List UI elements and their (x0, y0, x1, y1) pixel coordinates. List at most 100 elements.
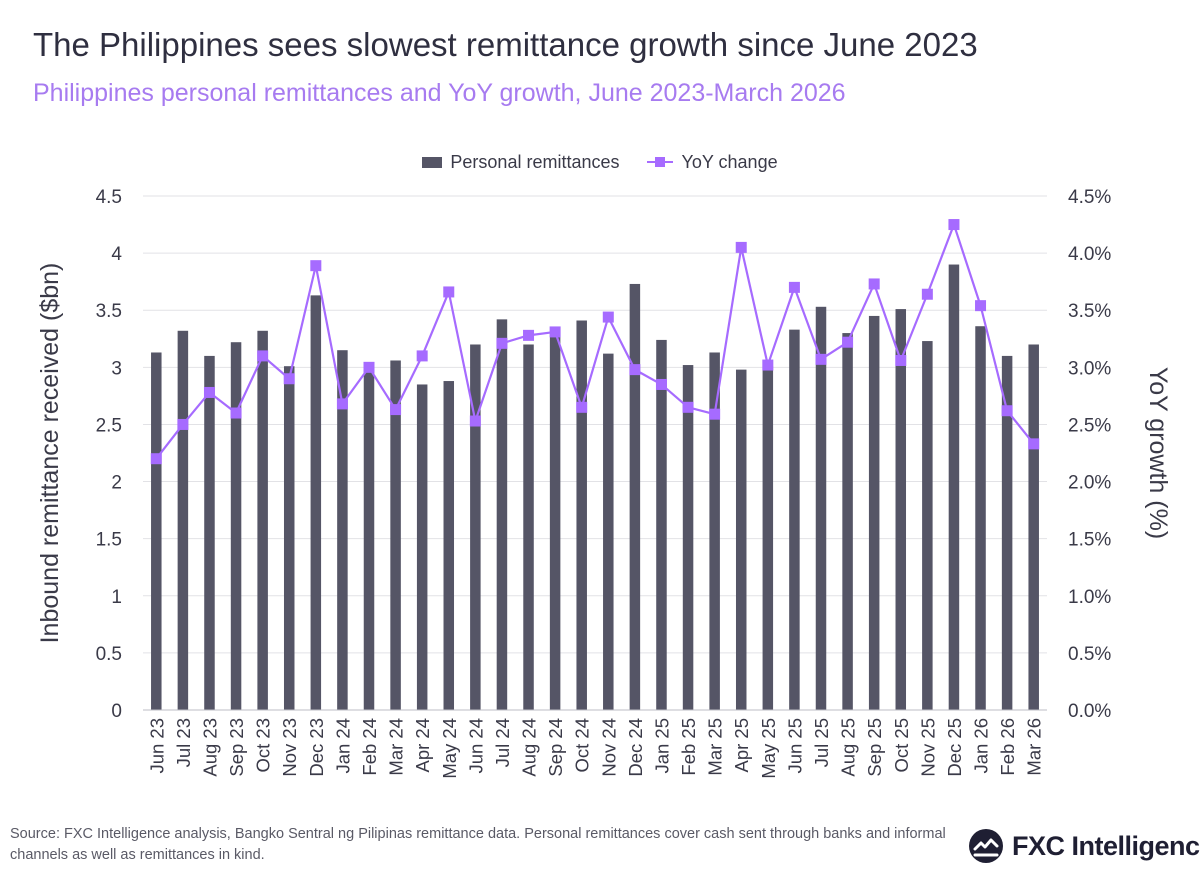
right-tick-label: 1.5% (1068, 530, 1111, 551)
legend-line-swatch (647, 156, 674, 168)
legend-line-label: YoY change (681, 151, 778, 172)
bar (1028, 344, 1039, 710)
x-tick-label: May 25 (758, 718, 779, 779)
yoy-marker (709, 408, 721, 420)
yoy-marker (150, 453, 162, 465)
yoy-marker (815, 353, 827, 365)
x-tick-label: Dec 25 (944, 718, 965, 777)
yoy-marker (948, 219, 960, 231)
bar (922, 341, 933, 710)
yoy-marker (283, 373, 295, 385)
x-tick-label: Nov 23 (279, 718, 300, 777)
yoy-marker (576, 401, 588, 413)
yoy-marker (735, 241, 747, 253)
gridlines (143, 195, 1047, 711)
bar (496, 319, 508, 710)
source-note: Source: FXC Intelligence analysis, Bangk… (10, 826, 946, 863)
left-tick-label: 0.5 (96, 644, 122, 665)
line-series (150, 219, 1040, 465)
bar (177, 330, 189, 710)
bar (151, 352, 162, 710)
yoy-marker (549, 326, 561, 338)
yoy-marker (363, 361, 375, 373)
yoy-marker (842, 336, 854, 348)
yoy-marker (416, 350, 428, 362)
bar-series (151, 264, 1039, 710)
chart-title: The Philippines sees slowest remittance … (33, 26, 978, 63)
fxc-logo-icon (969, 829, 1003, 863)
bar (603, 353, 614, 710)
right-tick-label: 0.5% (1068, 644, 1111, 665)
yoy-marker (629, 364, 641, 376)
right-axis-title: YoY growth (%) (1144, 367, 1172, 539)
yoy-marker (230, 407, 242, 419)
left-tick-label: 4.5 (96, 187, 122, 208)
chart-subtitle: Philippines personal remittances and YoY… (33, 79, 846, 107)
x-tick-label: Sep 23 (226, 718, 247, 777)
bar (416, 384, 428, 710)
yoy-marker (496, 337, 508, 349)
x-tick-label: Aug 25 (838, 718, 859, 777)
bar (576, 320, 587, 710)
x-tick-label: Mar 24 (386, 718, 407, 776)
yoy-marker (788, 281, 800, 293)
x-tick-label: Jul 23 (173, 718, 194, 767)
yoy-marker (203, 386, 215, 398)
x-tick-label: Jan 25 (651, 718, 672, 774)
yoy-marker (257, 350, 269, 362)
yoy-line (155, 223, 1035, 460)
bar (443, 381, 455, 710)
yoy-marker (868, 278, 880, 290)
bar (523, 344, 534, 710)
bar (390, 360, 401, 710)
bar (470, 344, 481, 710)
left-tick-label: 1 (111, 587, 122, 608)
x-tick-label: Aug 24 (519, 718, 540, 777)
x-tick-label: Oct 25 (891, 718, 912, 773)
right-tick-label: 4.0% (1068, 244, 1111, 265)
right-tick-label: 3.0% (1068, 358, 1111, 379)
chart-legend: Personal remittances YoY change (0, 150, 1200, 174)
bar (310, 295, 322, 710)
bar (709, 352, 720, 710)
yoy-marker (655, 378, 667, 390)
legend-item-yoy: YoY change (647, 151, 778, 173)
x-axis: Jun 23 Jul 23 Aug 23 Sep 23 Oct 23 Nov 23 Dec … (143, 709, 1047, 779)
x-tick-label: Mar 25 (705, 718, 726, 776)
right-axis: 0.0% 0.5% 1.0% 1.5% 2.0% 2.5% 3.0% 3.5% 4.0% 4.5% (1068, 187, 1111, 722)
yoy-marker (443, 286, 455, 298)
right-tick-label: 0.0% (1068, 701, 1111, 722)
bar (948, 264, 960, 710)
bar (682, 365, 694, 710)
yoy-marker (975, 300, 987, 312)
left-tick-label: 1.5 (96, 530, 122, 551)
x-tick-label: Feb 24 (359, 718, 380, 776)
yoy-marker (336, 398, 348, 410)
x-tick-label: Jun 25 (784, 718, 805, 774)
yoy-marker (310, 260, 322, 272)
right-tick-label: 1.0% (1068, 587, 1111, 608)
x-tick-label: Jan 26 (971, 718, 992, 774)
x-tick-label: Jul 24 (492, 718, 513, 767)
x-tick-label: Jul 25 (811, 718, 832, 767)
yoy-marker (177, 418, 189, 430)
x-tick-label: Feb 26 (997, 718, 1018, 776)
x-tick-label: Feb 25 (678, 718, 699, 776)
bar (868, 315, 880, 710)
x-tick-label: Apr 24 (412, 718, 433, 773)
left-axis: 0 0.5 1 1.5 2 2.5 3 3.5 4 4.5 (96, 187, 123, 722)
yoy-marker (1028, 438, 1040, 450)
x-tick-label: Sep 25 (864, 718, 885, 777)
bar (656, 339, 667, 710)
left-tick-label: 2 (111, 473, 122, 494)
bar (230, 342, 242, 710)
bar (337, 350, 348, 710)
yoy-marker (1001, 405, 1013, 417)
yoy-marker (762, 359, 774, 371)
bar (363, 371, 375, 710)
legend-item-remittances: Personal remittances (422, 152, 619, 173)
x-tick-label: Dec 24 (625, 718, 646, 777)
right-tick-label: 4.5% (1068, 187, 1111, 208)
bar (789, 329, 800, 710)
left-tick-label: 4 (111, 244, 122, 265)
